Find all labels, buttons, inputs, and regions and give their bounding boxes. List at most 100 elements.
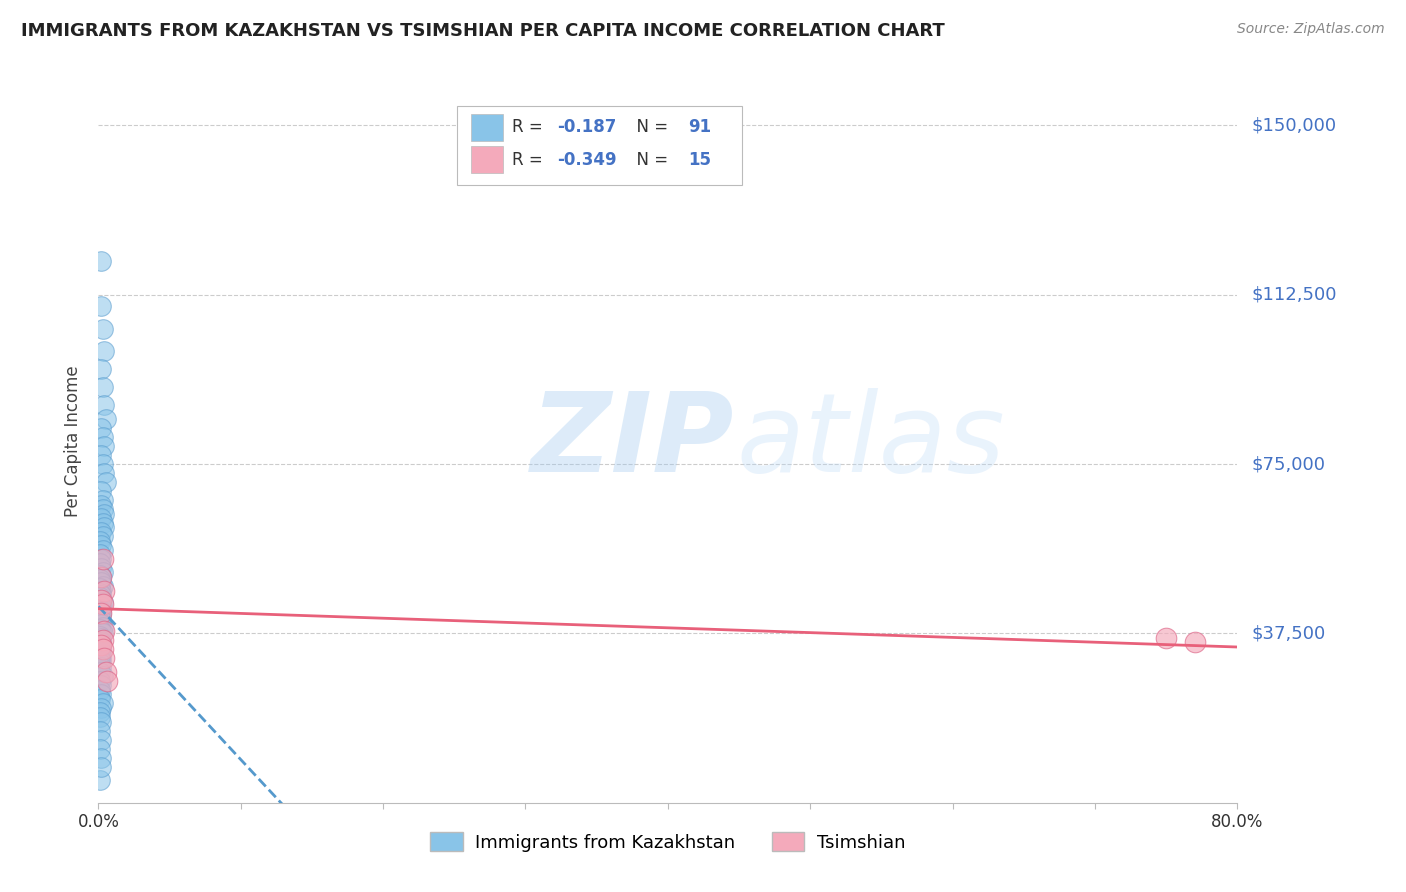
Point [91, 633, 114, 648]
Text: R =: R = [512, 119, 548, 136]
Point [91, 597, 114, 611]
Text: $37,500: $37,500 [1251, 624, 1326, 642]
Point [89, 622, 111, 636]
Point [91, 430, 114, 444]
Point [89, 638, 111, 652]
Point [90, 421, 112, 435]
Point [89, 582, 111, 596]
Point [1184, 635, 1206, 649]
Point [90, 613, 112, 627]
Text: Source: ZipAtlas.com: Source: ZipAtlas.com [1237, 22, 1385, 37]
Point [90, 570, 112, 584]
Point [91, 380, 114, 394]
Point [90, 299, 112, 313]
Point [90, 654, 112, 668]
Point [90, 660, 112, 674]
Point [91, 579, 114, 593]
Point [90, 714, 112, 729]
Point [89, 773, 111, 788]
FancyBboxPatch shape [471, 113, 503, 141]
Point [90, 640, 112, 654]
Text: IMMIGRANTS FROM KAZAKHSTAN VS TSIMSHIAN PER CAPITA INCOME CORRELATION CHART: IMMIGRANTS FROM KAZAKHSTAN VS TSIMSHIAN … [21, 22, 945, 40]
Point [93, 439, 115, 453]
Point [93, 466, 115, 480]
Point [90, 583, 112, 598]
Text: $150,000: $150,000 [1251, 117, 1336, 135]
Point [93, 344, 115, 359]
Text: ZIP: ZIP [531, 388, 735, 495]
Point [89, 591, 111, 605]
Point [94, 412, 117, 426]
Point [89, 633, 111, 648]
Text: 91: 91 [689, 119, 711, 136]
Point [89, 606, 111, 620]
Point [89, 741, 111, 756]
Text: R =: R = [512, 151, 548, 169]
Point [90, 524, 112, 539]
Point [1154, 631, 1177, 645]
Point [90, 638, 112, 652]
Text: 15: 15 [689, 151, 711, 169]
Legend: Immigrants from Kazakhstan, Tsimshian: Immigrants from Kazakhstan, Tsimshian [423, 825, 912, 859]
Point [91, 626, 114, 640]
FancyBboxPatch shape [471, 146, 503, 173]
Point [89, 610, 111, 624]
Point [89, 586, 111, 600]
Point [90, 760, 112, 774]
Point [89, 706, 111, 720]
Point [90, 592, 112, 607]
Point [91, 529, 114, 543]
FancyBboxPatch shape [457, 105, 742, 185]
Point [89, 601, 111, 615]
Point [89, 656, 111, 670]
Point [90, 588, 112, 602]
Point [91, 642, 114, 657]
Point [90, 750, 112, 764]
Point [90, 561, 112, 575]
Point [93, 651, 115, 665]
Point [93, 624, 115, 639]
Point [91, 552, 114, 566]
Point [90, 484, 112, 499]
Text: N =: N = [626, 151, 673, 169]
Point [89, 572, 111, 586]
Point [89, 692, 111, 706]
Text: $112,500: $112,500 [1251, 285, 1337, 304]
Point [94, 475, 117, 490]
Point [94, 665, 117, 679]
Point [91, 595, 114, 609]
Point [89, 597, 111, 611]
Point [90, 498, 112, 512]
Point [90, 604, 112, 618]
Point [89, 710, 111, 724]
Point [90, 606, 112, 620]
Point [89, 665, 111, 679]
Text: -0.187: -0.187 [557, 119, 617, 136]
Point [89, 567, 111, 582]
Point [91, 669, 114, 683]
Point [90, 574, 112, 589]
Point [89, 647, 111, 661]
Point [91, 502, 114, 516]
Point [89, 682, 111, 697]
Point [90, 362, 112, 376]
Point [89, 723, 111, 738]
Point [90, 608, 112, 623]
Point [90, 678, 112, 692]
Y-axis label: Per Capita Income: Per Capita Income [65, 366, 83, 517]
Text: $75,000: $75,000 [1251, 455, 1326, 473]
Point [89, 548, 111, 562]
Point [89, 651, 111, 665]
Point [90, 552, 112, 566]
Point [90, 599, 112, 614]
Point [89, 629, 111, 643]
Point [96, 673, 118, 688]
Point [93, 507, 115, 521]
Point [93, 520, 115, 534]
Point [90, 538, 112, 552]
Point [93, 583, 115, 598]
Point [93, 398, 115, 412]
Point [90, 592, 112, 607]
Point [90, 687, 112, 701]
Point [91, 321, 114, 335]
